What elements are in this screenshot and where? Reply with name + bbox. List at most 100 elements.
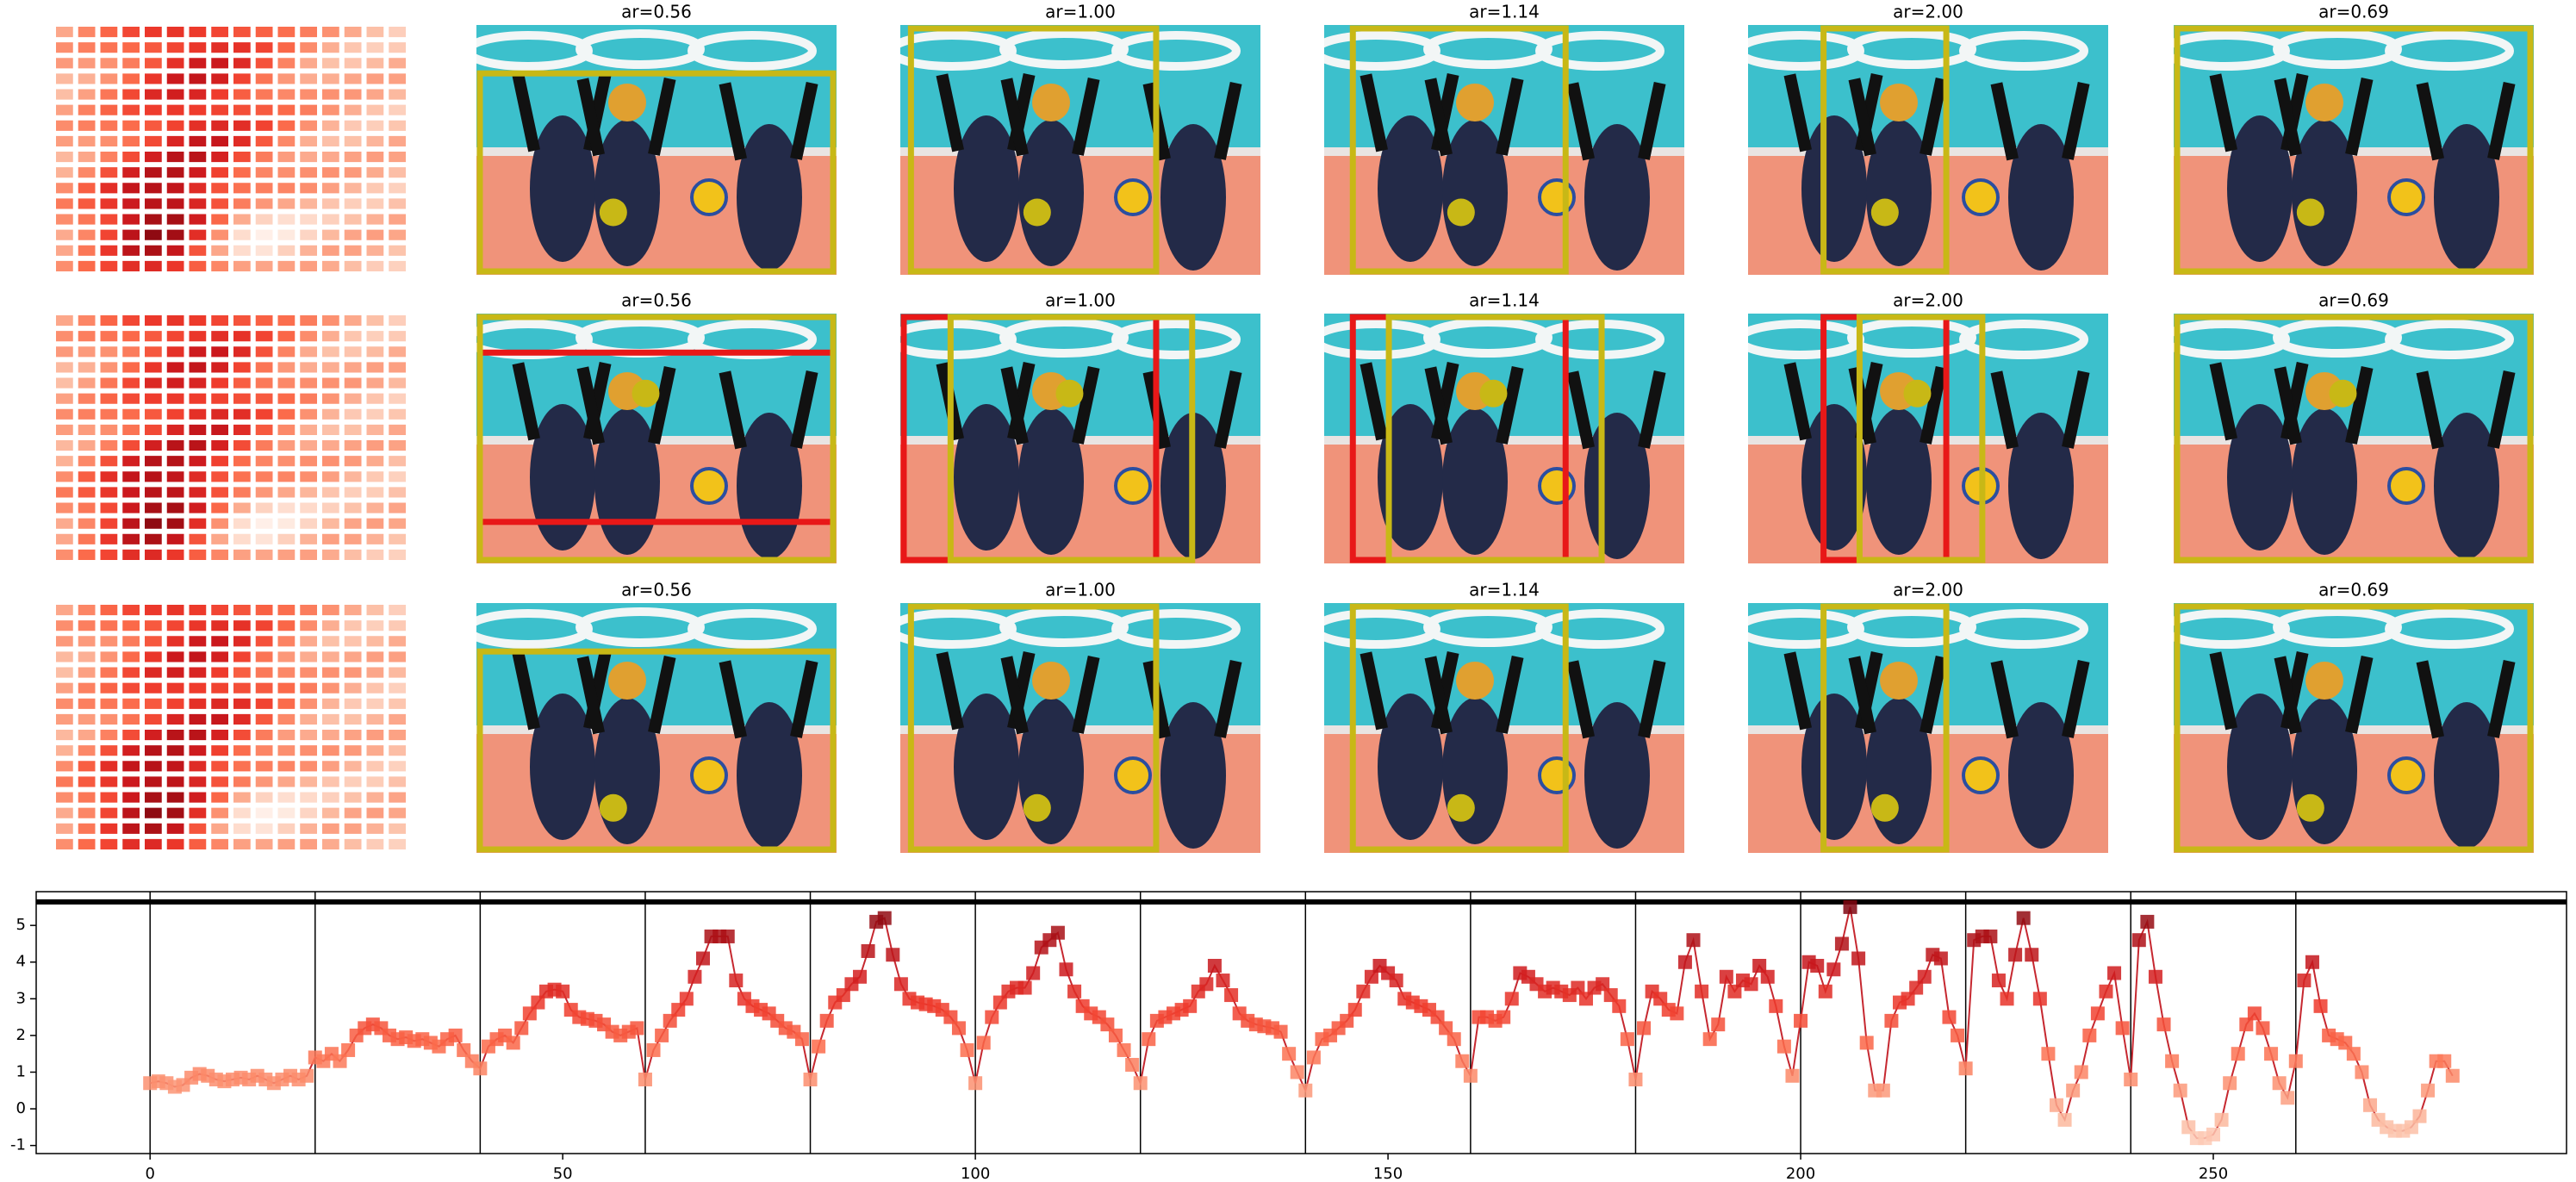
marker xyxy=(2115,1021,2130,1036)
heatmap-cell xyxy=(233,730,251,741)
box xyxy=(2174,25,2534,275)
heatmap-cell xyxy=(78,518,96,529)
heatmap-cell xyxy=(277,104,296,115)
heatmap-cell xyxy=(100,377,118,389)
heatmap-cell xyxy=(189,682,207,694)
marker xyxy=(506,1036,520,1050)
ring xyxy=(999,318,1129,358)
ball xyxy=(1114,756,1152,794)
heatmap-cell xyxy=(122,408,140,420)
heatmap-cell xyxy=(100,135,118,146)
heatmap-cell xyxy=(100,776,118,787)
heatmap-cell xyxy=(145,229,162,240)
heatmap-cell xyxy=(344,620,362,631)
heatmap-cell xyxy=(166,761,184,772)
player xyxy=(1584,413,1650,559)
point xyxy=(1055,379,1084,407)
marker xyxy=(2346,1047,2361,1061)
heatmap-cell xyxy=(389,471,406,482)
heatmap-cell xyxy=(211,620,228,631)
marker xyxy=(1133,1076,1148,1091)
heatmap-cell xyxy=(344,260,362,271)
heatmap-cell xyxy=(145,260,162,271)
heatmap-cell xyxy=(277,27,296,38)
heatmap-cell xyxy=(322,260,339,271)
heatmap-cell xyxy=(166,393,184,404)
player-arm xyxy=(719,82,747,161)
ring xyxy=(1111,31,1241,71)
player-arm xyxy=(790,659,818,738)
heatmap-cell xyxy=(211,229,228,240)
heatmap-cell xyxy=(166,183,184,194)
heatmap-cell xyxy=(300,214,317,225)
player-arm xyxy=(1424,78,1453,157)
heatmap-cell xyxy=(233,651,251,663)
heatmap-cell xyxy=(78,167,96,178)
heatmap-cell xyxy=(255,651,273,663)
panel-title: ar=2.00 xyxy=(1893,580,1963,600)
point xyxy=(1447,793,1475,822)
heatmap-cell xyxy=(78,838,96,849)
heatmap-cell xyxy=(122,362,140,373)
heatmap-cell xyxy=(366,792,384,803)
heatmap-cell xyxy=(189,362,207,373)
heatmap-cell xyxy=(145,89,162,100)
heatmap-cell xyxy=(211,440,228,451)
heatmap-cell xyxy=(122,682,140,694)
marker xyxy=(2000,992,2014,1006)
heatmap-cell xyxy=(344,518,362,529)
heatmap-cell xyxy=(255,346,273,358)
marker xyxy=(1686,933,1701,948)
heatmap-cell xyxy=(145,245,162,256)
y-tick-label: 2 xyxy=(16,1026,26,1044)
heatmap-cell xyxy=(300,456,317,467)
heatmap-cell xyxy=(366,245,384,256)
heatmap-cell xyxy=(389,651,406,663)
heatmap-cell xyxy=(255,730,273,741)
heatmap-cell xyxy=(166,823,184,834)
heatmap-cell xyxy=(122,456,140,467)
point xyxy=(1903,379,1932,407)
ball xyxy=(1538,756,1576,794)
x-tick-label: 100 xyxy=(961,1165,990,1182)
heatmap-cell xyxy=(255,823,273,834)
heatmap-cell xyxy=(389,776,406,787)
heatmap-cell xyxy=(344,167,362,178)
heatmap-cell xyxy=(389,605,406,616)
marker xyxy=(877,911,892,925)
heatmap-cell xyxy=(233,698,251,709)
heatmap-cell xyxy=(344,823,362,834)
ball xyxy=(1962,178,2000,216)
marker xyxy=(1059,962,1073,977)
player-arm xyxy=(1990,82,2019,161)
heatmap-cell xyxy=(145,362,162,373)
marker xyxy=(1769,998,1783,1013)
heatmap-cell xyxy=(211,424,228,435)
marker xyxy=(1727,984,1742,998)
player xyxy=(1378,694,1443,840)
heatmap-cell xyxy=(189,214,207,225)
player xyxy=(1378,115,1443,262)
heatmap-cell xyxy=(255,698,273,709)
heatmap-cell xyxy=(166,713,184,725)
player-arm xyxy=(1920,655,1948,734)
marker xyxy=(1884,1013,1899,1028)
heatmap-cell xyxy=(100,605,118,616)
heatmap-cell xyxy=(255,89,273,100)
heatmap-cell xyxy=(189,776,207,787)
heatmap-cell xyxy=(145,167,162,178)
heatmap-cell xyxy=(344,424,362,435)
player xyxy=(1018,698,1084,844)
box xyxy=(1856,314,1986,563)
heatmap-cell xyxy=(166,120,184,131)
heatmap-cell xyxy=(300,89,317,100)
heatmap-cell xyxy=(277,651,296,663)
heatmap-cell xyxy=(322,651,339,663)
heatmap-cell xyxy=(100,518,118,529)
ball xyxy=(2387,467,2425,505)
heatmap-cell xyxy=(166,440,184,451)
ring xyxy=(1847,607,1976,647)
heatmap-cell xyxy=(166,776,184,787)
heatmap-cell xyxy=(300,730,317,741)
heatmap-cell xyxy=(322,533,339,544)
